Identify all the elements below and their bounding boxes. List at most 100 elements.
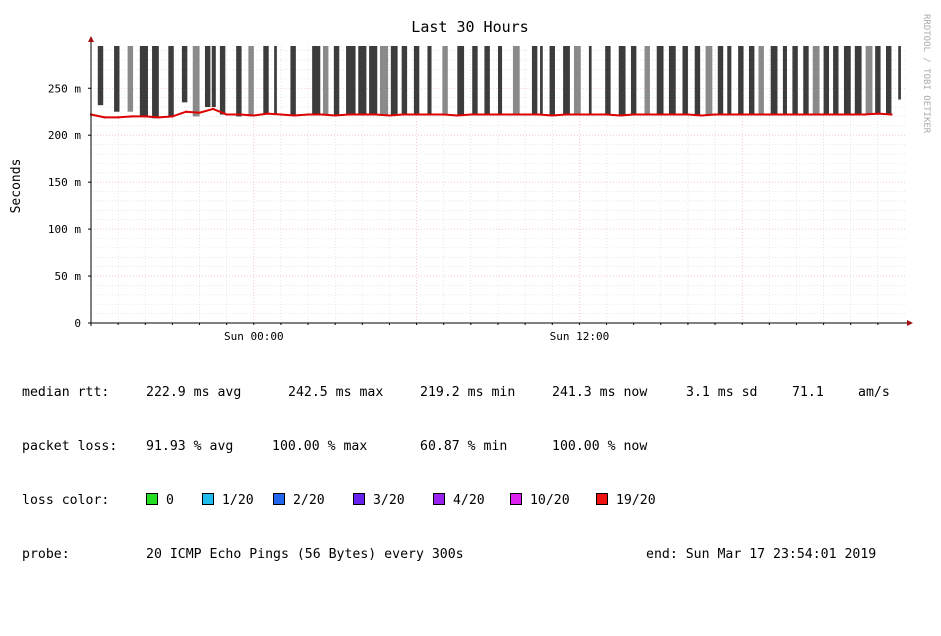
probe-label: probe:: [22, 547, 70, 562]
rtt-point: [144, 115, 147, 118]
loss-bar: [413, 46, 420, 115]
rtt-chart: Last 30 Hours Seconds RRDTOOL / TOBI OET…: [9, 14, 931, 343]
median-rtt-now: 241.3 ms now: [552, 385, 648, 400]
rtt-point: [686, 113, 689, 116]
packet-loss-min: 60.87 % min: [420, 439, 508, 454]
rtt-point: [700, 114, 703, 117]
loss-bar: [618, 46, 626, 115]
loss-color-label-text: 1/20: [214, 493, 254, 508]
loss-bar: [204, 46, 211, 108]
median-rtt-am: 71.1: [792, 385, 824, 400]
loss-bar: [168, 46, 174, 117]
loss-bar: [219, 46, 226, 115]
loss-color-swatch: [353, 493, 365, 505]
rtt-point: [483, 113, 486, 116]
rtt-point: [551, 114, 554, 117]
loss-color-row: loss color: 0 1/20 2/20 3/20 4/20 10/20 …: [22, 492, 922, 510]
packet-loss-label: packet loss:: [22, 439, 118, 454]
x-tick-label: Sun 12:00: [550, 330, 610, 343]
loss-bar: [427, 46, 432, 115]
loss-bar: [181, 46, 188, 103]
loss-bar: [127, 46, 134, 112]
rtt-point: [117, 116, 120, 119]
rtt-point: [591, 113, 594, 116]
loss-bar: [823, 46, 830, 115]
loss-bar: [442, 46, 448, 115]
loss-bar: [97, 46, 104, 106]
rtt-point: [795, 113, 798, 116]
loss-bar: [694, 46, 701, 115]
rtt-point: [429, 113, 432, 116]
loss-color-label-text: 2/20: [285, 493, 325, 508]
loss-color-item: 10/20: [510, 492, 570, 510]
y-tick-label: 150 m: [48, 176, 81, 189]
y-tick-label: 250 m: [48, 82, 81, 95]
y-tick-label: 50 m: [55, 270, 82, 283]
rtt-point: [714, 113, 717, 116]
loss-color-label: loss color:: [22, 493, 110, 508]
rtt-point: [279, 113, 282, 116]
median-rtt-max: 242.5 ms max: [288, 385, 384, 400]
loss-bar: [738, 46, 744, 115]
rtt-point: [225, 113, 228, 116]
rtt-point: [374, 113, 377, 116]
rtt-point: [388, 114, 391, 117]
loss-color-swatch: [433, 493, 445, 505]
packet-loss-avg: 91.93 % avg: [146, 439, 234, 454]
loss-bar: [312, 46, 321, 115]
rtt-point: [768, 113, 771, 116]
loss-bar: [875, 46, 881, 115]
loss-color-label-text: 4/20: [445, 493, 485, 508]
loss-color-item: 4/20: [433, 492, 485, 510]
loss-bar: [192, 46, 200, 117]
loss-bar: [682, 46, 688, 115]
rtt-point: [456, 114, 459, 117]
rtt-point: [157, 116, 160, 119]
loss-color-item: 1/20: [202, 492, 254, 510]
rtt-point: [361, 113, 364, 116]
rtt-point: [497, 113, 499, 116]
loss-color-item: 0: [146, 492, 174, 510]
loss-bar: [549, 46, 555, 115]
loss-bar: [263, 46, 269, 115]
loss-color-item: 19/20: [596, 492, 656, 510]
loss-color-label-text: 0: [158, 493, 174, 508]
rtt-point: [510, 113, 513, 116]
loss-color-swatch: [510, 493, 522, 505]
loss-bar: [322, 46, 329, 115]
loss-bar: [401, 46, 408, 115]
median-rtt-avg: 222.9 ms avg: [146, 385, 242, 400]
rtt-point: [632, 113, 635, 116]
loss-bar: [588, 46, 592, 115]
median-rtt-am-unit: am/s: [858, 385, 890, 400]
rtt-point: [836, 113, 839, 116]
loss-bar: [346, 46, 356, 115]
loss-bar: [390, 46, 398, 115]
loss-bar: [843, 46, 851, 115]
loss-bar: [563, 46, 570, 115]
loss-bars: [97, 46, 901, 119]
loss-color-swatch: [202, 493, 214, 505]
loss-bar: [605, 46, 611, 115]
loss-bar: [717, 46, 724, 115]
rtt-point: [334, 114, 337, 117]
chart-title: Last 30 Hours: [411, 18, 528, 36]
probe-row: probe: 20 ICMP Echo Pings (56 Bytes) eve…: [22, 546, 922, 564]
rtt-point: [171, 115, 174, 118]
loss-bar: [630, 46, 637, 115]
rtt-point: [184, 110, 187, 113]
legend: median rtt: 222.9 ms avg 242.5 ms max 21…: [22, 348, 922, 582]
rtt-point: [212, 107, 215, 110]
axes: [88, 36, 913, 326]
loss-bar: [290, 46, 296, 115]
loss-bar: [333, 46, 340, 115]
loss-bar: [782, 46, 787, 115]
loss-bar: [369, 46, 378, 115]
rtt-point: [646, 113, 649, 116]
loss-bar: [498, 46, 503, 115]
loss-color-label-text: 3/20: [365, 493, 405, 508]
loss-bar: [770, 46, 778, 115]
loss-bar: [457, 46, 465, 115]
loss-bar: [114, 46, 120, 112]
loss-bar: [668, 46, 676, 115]
